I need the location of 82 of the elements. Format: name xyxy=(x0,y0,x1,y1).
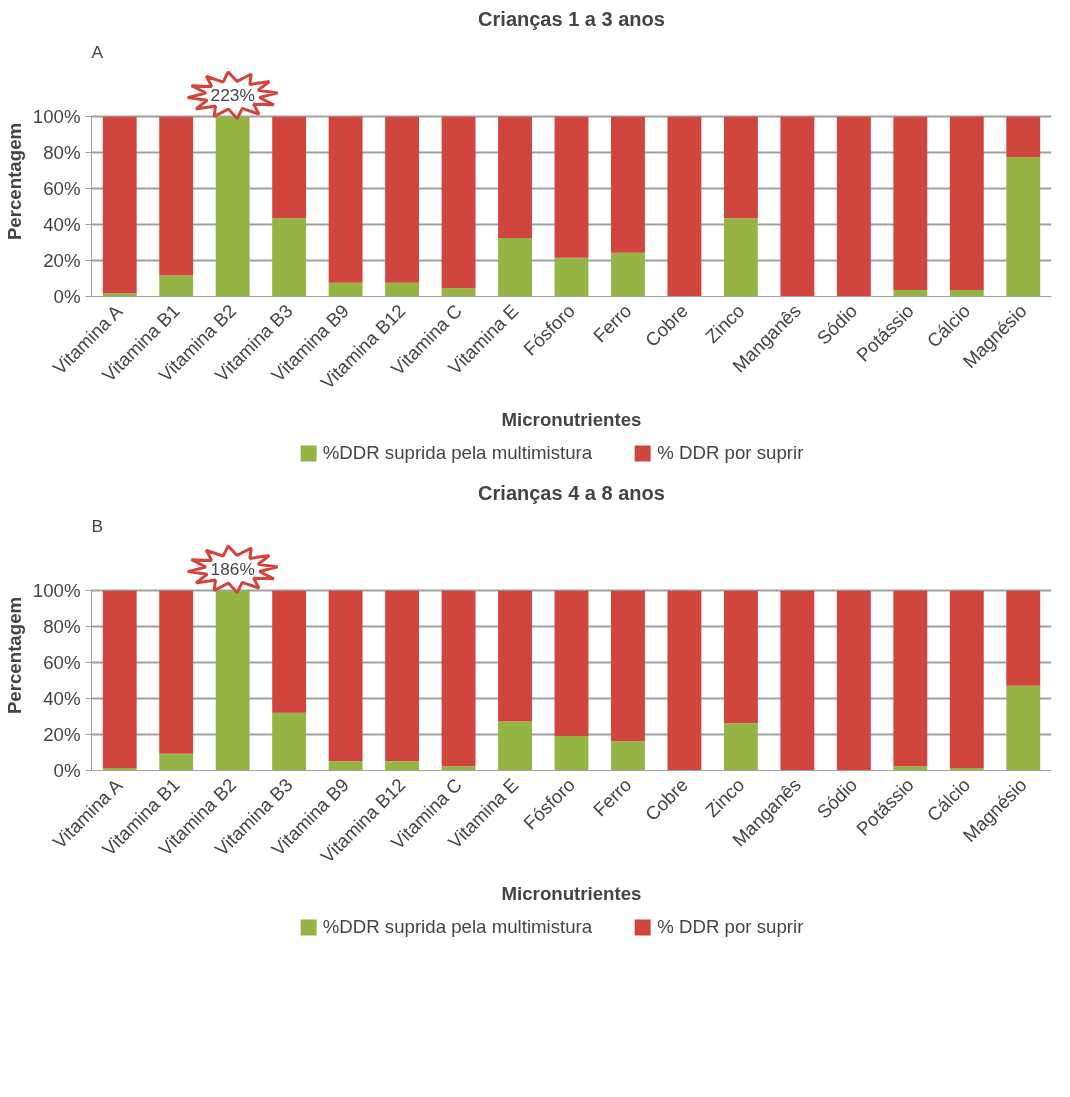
bar xyxy=(893,116,928,291)
bar xyxy=(498,721,532,771)
legend-label: %DDR suprida pela multimistura xyxy=(322,916,593,938)
bar xyxy=(723,218,758,297)
bar xyxy=(272,116,307,219)
bar xyxy=(836,116,871,296)
bar xyxy=(102,293,137,297)
bar xyxy=(385,116,420,283)
bar xyxy=(385,761,420,771)
bar xyxy=(893,590,928,767)
y-tick-label: 0% xyxy=(53,286,81,307)
y-tick-label: 0% xyxy=(53,760,81,781)
text: A xyxy=(91,41,104,62)
bar xyxy=(102,590,137,768)
y-tick-label: 80% xyxy=(43,142,81,164)
bar xyxy=(159,590,194,754)
legend-label: %DDR suprida pela multimistura xyxy=(322,442,593,464)
bar xyxy=(1006,590,1041,686)
bar xyxy=(385,590,420,762)
bar xyxy=(611,116,645,253)
bar xyxy=(498,116,532,238)
y-tick-label: 60% xyxy=(43,652,81,674)
x-axis-title: Micronutrientes xyxy=(501,882,642,904)
y-axis-title: Percentagem xyxy=(3,596,25,715)
bar xyxy=(159,275,194,297)
bar xyxy=(159,116,194,276)
bar xyxy=(328,282,363,297)
legend-label: % DDR por suprir xyxy=(657,916,804,938)
bar xyxy=(611,741,645,771)
bar xyxy=(554,736,589,771)
y-axis-title: Percentagem xyxy=(3,122,25,241)
bar xyxy=(328,116,363,283)
bar xyxy=(272,712,307,771)
bar xyxy=(102,116,137,294)
bar xyxy=(893,290,928,297)
chart-title: Crianças 1 a 3 anos xyxy=(478,7,665,30)
bar xyxy=(272,218,307,297)
bar xyxy=(328,590,363,762)
bar xyxy=(441,590,476,767)
bar xyxy=(159,753,194,771)
y-tick-label: 40% xyxy=(43,688,81,710)
bar xyxy=(1006,157,1041,297)
bar xyxy=(836,590,871,770)
bar xyxy=(1006,116,1041,158)
y-tick-label: 100% xyxy=(32,106,81,128)
bar xyxy=(385,282,420,297)
y-tick-label: 60% xyxy=(43,178,81,200)
bar xyxy=(441,116,476,289)
bar xyxy=(611,590,645,742)
x-axis-title: Micronutrientes xyxy=(501,408,642,430)
y-tick-label: 20% xyxy=(43,250,81,272)
bar xyxy=(441,288,476,297)
bar xyxy=(554,590,589,736)
legend-label: % DDR por suprir xyxy=(657,442,804,464)
bar xyxy=(723,590,758,724)
bar xyxy=(893,766,928,771)
bar xyxy=(498,237,532,297)
text: B xyxy=(91,515,104,536)
bar xyxy=(441,766,476,771)
bar xyxy=(723,116,758,219)
y-tick-label: 20% xyxy=(43,724,81,746)
bar xyxy=(611,252,645,297)
chart-title: Crianças 4 a 8 anos xyxy=(478,481,665,504)
bar xyxy=(780,116,815,296)
annotation: 186% xyxy=(210,559,255,580)
bar xyxy=(1006,685,1041,771)
y-tick-label: 40% xyxy=(43,214,81,236)
y-tick-label: 100% xyxy=(32,580,81,602)
bar xyxy=(554,257,589,297)
bar xyxy=(667,590,702,770)
bar xyxy=(554,116,589,258)
annotation: 223% xyxy=(210,85,255,106)
bar xyxy=(723,723,758,771)
bar xyxy=(272,590,307,713)
bar xyxy=(949,290,984,297)
bar xyxy=(498,590,532,722)
bar xyxy=(780,590,815,770)
y-tick-label: 80% xyxy=(43,616,81,638)
bar xyxy=(949,116,984,291)
bar xyxy=(328,761,363,771)
bar xyxy=(949,590,984,768)
bar xyxy=(667,116,702,296)
